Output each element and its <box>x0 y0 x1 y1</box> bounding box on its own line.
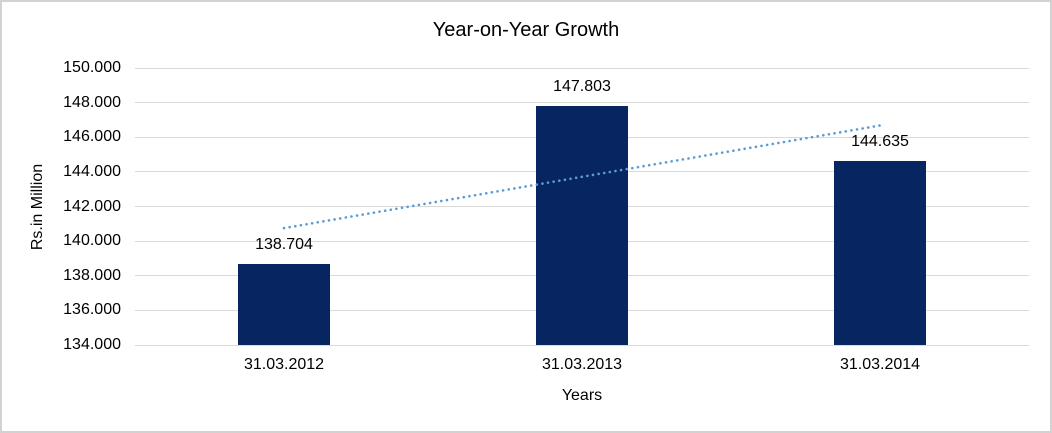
bar-value-label: 147.803 <box>553 78 611 96</box>
trendline <box>282 124 882 230</box>
x-axis-title: Years <box>561 387 603 404</box>
y-tick-label: 134.000 <box>63 336 121 353</box>
y-tick-label: 142.000 <box>63 197 121 215</box>
chart-title: Year-on-Year Growth <box>432 19 620 41</box>
gridline <box>135 67 1029 69</box>
y-tick-label: 138.000 <box>63 266 121 284</box>
bar-31.03.2013 <box>536 106 628 345</box>
y-axis-ticks: 134.000 136.000 138.000 140.000 142.000 144.0… <box>2 59 121 353</box>
y-tick-label: 150.000 <box>63 59 121 76</box>
gridline <box>135 344 1029 346</box>
y-tick-label: 146.000 <box>63 128 121 146</box>
bar-31.03.2012 <box>238 263 330 345</box>
y-tick-label: 148.000 <box>63 93 121 111</box>
gridline <box>135 102 1029 104</box>
x-tick-label: 31.03.2013 <box>541 356 623 373</box>
y-tick-label: 140.000 <box>63 232 121 250</box>
x-tick-label: 31.03.2012 <box>243 356 325 373</box>
x-tick-label: 31.03.2014 <box>839 356 921 373</box>
y-tick-label: 136.000 <box>63 301 121 319</box>
plot-area: 138.704 147.803 144.635 <box>135 67 1029 346</box>
bar-31.03.2014 <box>834 160 926 345</box>
y-tick-label: 144.000 <box>63 162 121 180</box>
bar-value-label: 138.704 <box>255 235 313 253</box>
bar-value-label: 144.635 <box>851 132 909 150</box>
x-axis-ticks: 31.03.2012 31.03.2013 31.03.2014 <box>135 356 1029 376</box>
